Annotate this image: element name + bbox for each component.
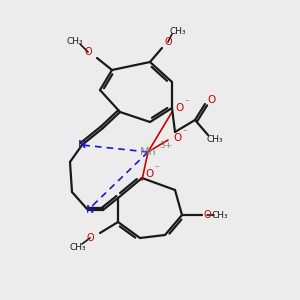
Text: O: O	[146, 169, 154, 179]
Text: ⁻: ⁻	[184, 98, 189, 107]
Text: CH₃: CH₃	[70, 244, 86, 253]
Text: O: O	[174, 133, 182, 143]
Text: CH₃: CH₃	[212, 211, 228, 220]
Text: N: N	[86, 205, 94, 215]
Text: O: O	[203, 210, 211, 220]
Text: O: O	[84, 47, 92, 57]
Text: CH₃: CH₃	[67, 38, 83, 46]
Text: O: O	[208, 95, 216, 105]
Text: N: N	[78, 140, 86, 150]
Text: O: O	[86, 233, 94, 243]
Text: ⁻: ⁻	[154, 164, 159, 173]
Text: ⁻: ⁻	[183, 128, 188, 137]
Text: O: O	[176, 103, 184, 113]
Text: CH₃: CH₃	[207, 136, 223, 145]
Text: O: O	[164, 37, 172, 47]
Text: Mn: Mn	[140, 147, 156, 157]
Text: CH₃: CH₃	[170, 28, 186, 37]
Text: 3+: 3+	[159, 142, 172, 151]
